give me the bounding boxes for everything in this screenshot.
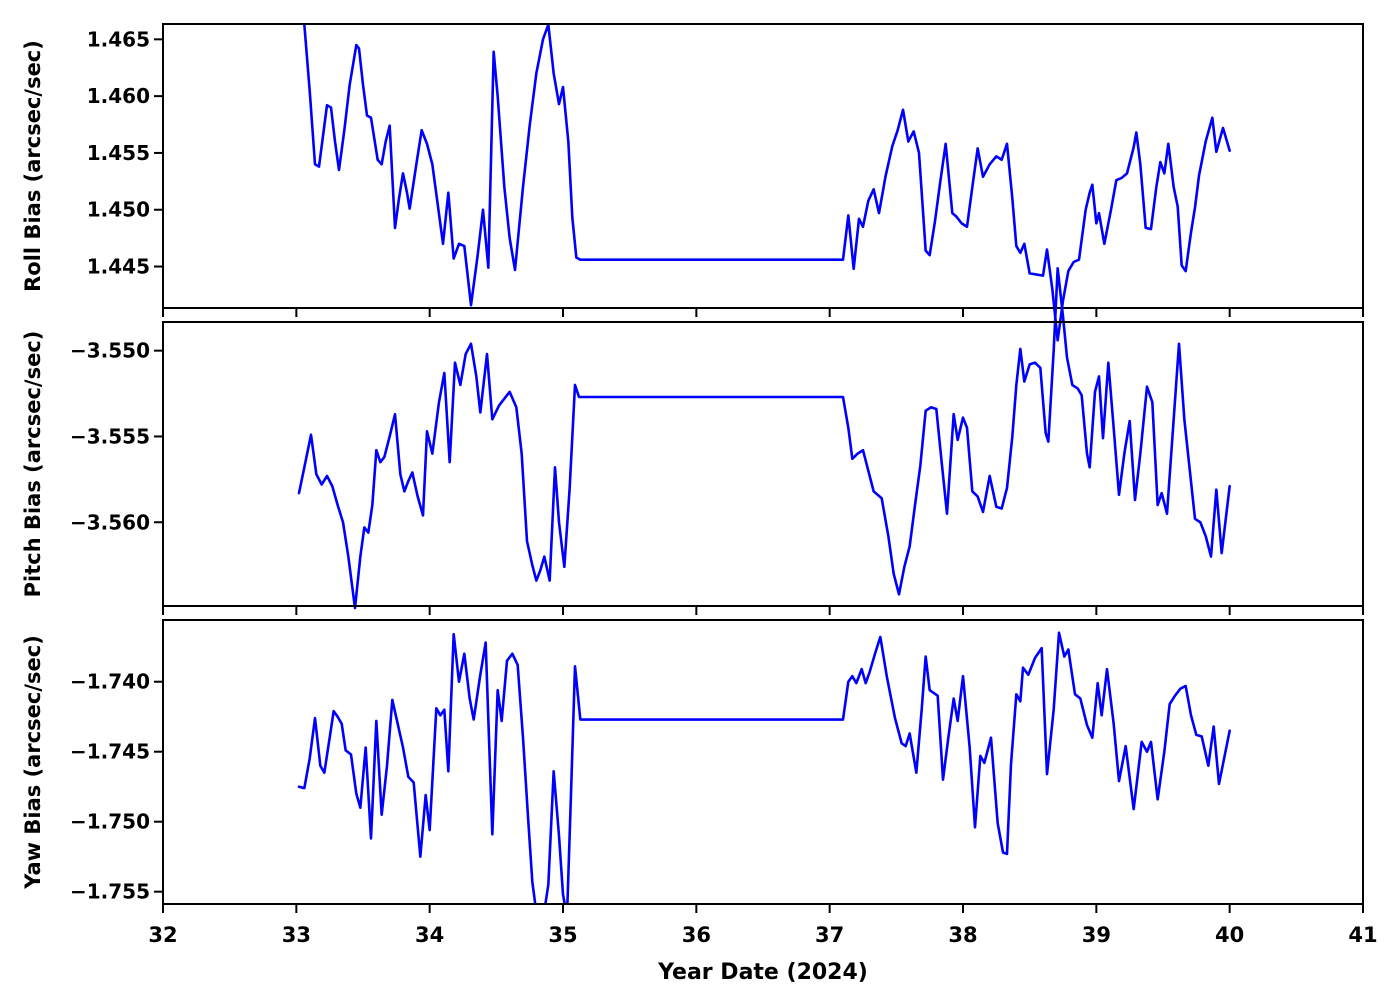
pitch-bias-line xyxy=(297,266,1231,610)
y-tick-label: −1.740 xyxy=(70,670,150,694)
y-tick-label: −3.560 xyxy=(70,510,150,534)
y-tick-label: 1.445 xyxy=(87,255,150,279)
x-tick-label: 38 xyxy=(948,923,977,947)
roll-plot-border xyxy=(162,23,1364,309)
yaw-y-axis-label: Yaw Bias (arcsec/sec) xyxy=(21,635,45,890)
yaw-bias-line xyxy=(297,631,1231,905)
roll-bias-line xyxy=(303,23,1231,342)
x-tick-label: 41 xyxy=(1348,923,1377,947)
x-tick-label: 36 xyxy=(682,923,711,947)
y-tick-label: −3.550 xyxy=(70,339,150,363)
y-tick-label: −3.555 xyxy=(70,424,150,448)
x-tick-label: 33 xyxy=(282,923,311,947)
x-tick-label: 32 xyxy=(148,923,177,947)
x-axis-label: Year Date (2024) xyxy=(657,960,868,985)
y-tick-label: 1.455 xyxy=(87,141,150,165)
y-tick-label: 1.460 xyxy=(87,84,150,108)
y-tick-label: 1.465 xyxy=(87,27,150,51)
roll-chart: 1.445 1.450 1.455 1.460 1.465 Roll Bias (arc… xyxy=(21,23,1364,342)
x-tick-label: 35 xyxy=(548,923,577,947)
y-tick-label: −1.755 xyxy=(70,880,150,904)
yaw-chart: 32 33 34 35 36 37 38 39 40 41 −1.740 −1.745 −1.750 −1… xyxy=(21,619,1378,947)
x-tick-label: 40 xyxy=(1215,923,1244,947)
x-tick-label: 37 xyxy=(815,923,844,947)
pitch-chart: −3.550 −3.555 −3.560 Pitch Bias (arcsec/se… xyxy=(21,266,1364,615)
y-tick-label: −1.745 xyxy=(70,740,150,764)
x-tick-label: 34 xyxy=(415,923,444,947)
y-tick-label: −1.750 xyxy=(70,810,150,834)
x-tick-label: 39 xyxy=(1082,923,1111,947)
yaw-plot-border xyxy=(162,619,1364,905)
y-tick-label: 1.450 xyxy=(87,198,150,222)
pitch-plot-border xyxy=(162,321,1364,607)
roll-y-axis-label: Roll Bias (arcsec/sec) xyxy=(21,40,45,292)
pitch-y-axis-label: Pitch Bias (arcsec/sec) xyxy=(21,331,45,598)
